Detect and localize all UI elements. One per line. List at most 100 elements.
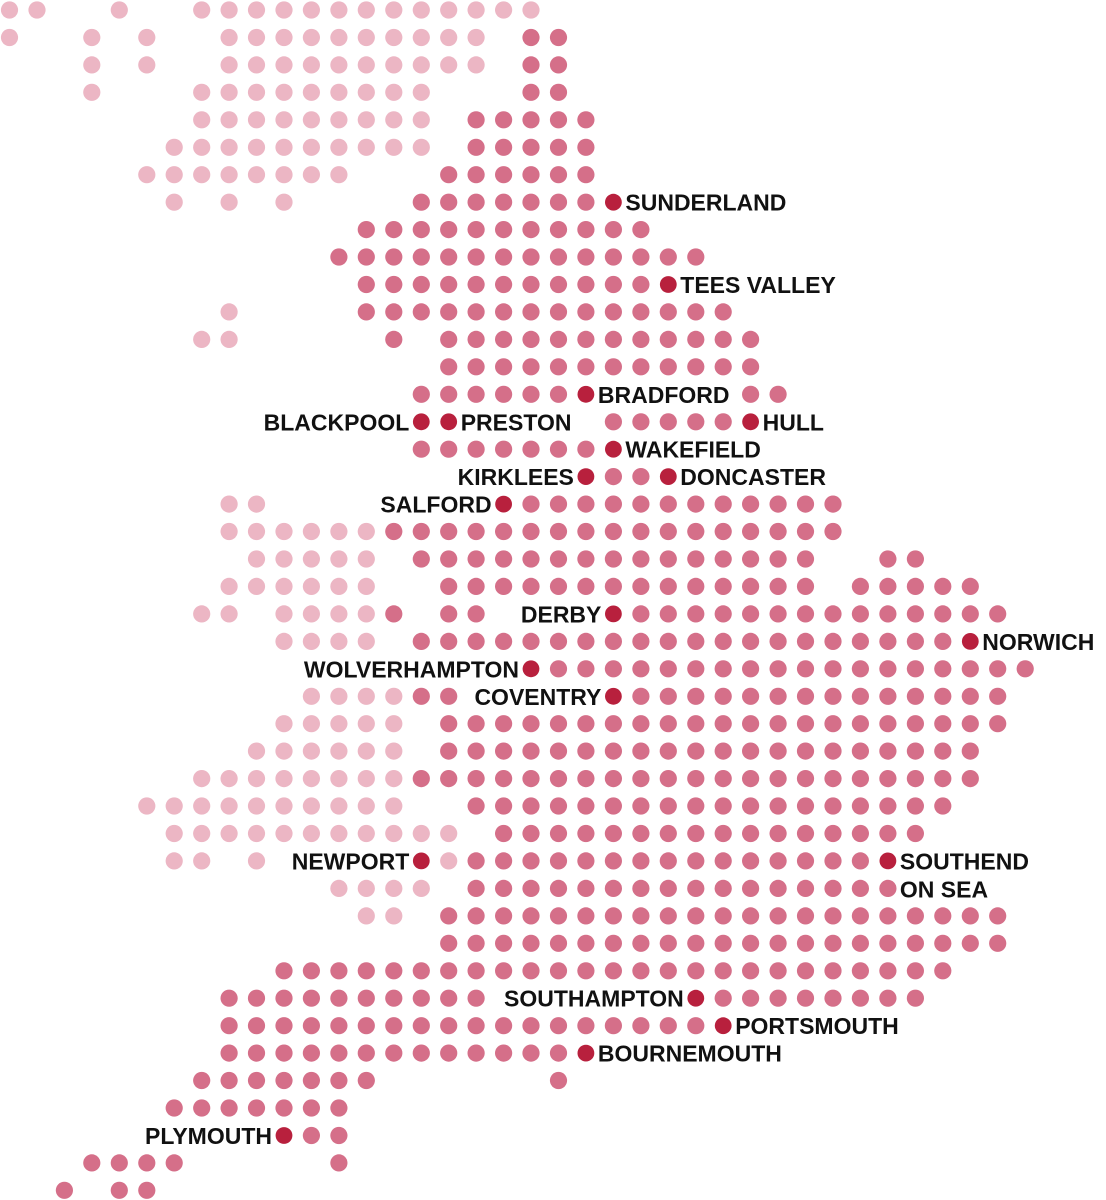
region-dot	[604, 934, 623, 952]
region-dot	[687, 577, 705, 596]
region-dot	[659, 879, 677, 898]
region-dot	[275, 989, 293, 1007]
region-dot	[467, 303, 485, 321]
region-dot	[659, 413, 677, 431]
light-dot	[467, 56, 485, 74]
region-dot	[357, 1071, 375, 1090]
region-dot	[879, 907, 897, 925]
light-dot	[467, 28, 485, 47]
region-dot	[495, 742, 513, 760]
light-dot	[275, 605, 293, 623]
region-dot	[440, 275, 458, 294]
region-dot	[769, 934, 787, 952]
region-dot	[577, 907, 595, 925]
city-dot	[605, 687, 622, 705]
light-dot	[302, 111, 320, 129]
region-dot	[440, 577, 458, 596]
region-dot	[851, 605, 870, 623]
region-dot	[632, 275, 650, 294]
region-dot	[357, 962, 375, 980]
light-dot	[385, 907, 403, 925]
region-dot	[522, 770, 540, 788]
region-dot	[549, 797, 568, 815]
region-dot	[522, 742, 540, 760]
region-dot	[659, 550, 677, 568]
region-dot	[906, 632, 925, 651]
region-dot	[495, 522, 513, 541]
city-label-line: SALFORD	[380, 492, 491, 518]
light-dot	[357, 742, 375, 760]
light-dot	[0, 1, 19, 19]
region-dot	[906, 742, 925, 760]
light-dot	[220, 1, 238, 19]
region-dot	[604, 962, 623, 980]
city-label-line: NORWICH	[982, 629, 1094, 655]
region-dot	[659, 852, 677, 870]
light-dot	[412, 879, 430, 898]
light-dot	[330, 742, 348, 760]
region-dot	[330, 989, 348, 1007]
region-dot	[549, 770, 568, 788]
city-dot	[659, 468, 677, 485]
region-dot	[934, 687, 952, 705]
light-dot	[110, 1, 128, 19]
region-dot	[412, 221, 430, 239]
region-dot	[577, 330, 595, 348]
light-dot	[412, 824, 430, 843]
region-dot	[604, 797, 623, 815]
region-dot	[659, 907, 677, 925]
light-dot	[302, 715, 320, 733]
region-dot	[796, 934, 815, 952]
light-dot	[385, 824, 403, 843]
region-dot	[742, 605, 760, 623]
region-dot	[796, 605, 815, 623]
region-dot	[769, 742, 787, 760]
region-dot	[742, 907, 760, 925]
region-dot	[989, 687, 1007, 705]
region-dot	[495, 907, 513, 925]
light-dot	[302, 605, 320, 623]
region-dot	[769, 715, 787, 733]
region-dot	[824, 522, 842, 541]
region-dot	[934, 605, 952, 623]
region-dot	[824, 687, 842, 705]
light-dot	[193, 824, 211, 843]
light-dot	[302, 1, 320, 19]
region-dot	[577, 495, 595, 513]
region-dot	[577, 852, 595, 870]
light-dot	[220, 166, 238, 184]
region-dot	[604, 660, 623, 678]
light-dot	[275, 742, 293, 760]
region-dot	[467, 770, 485, 788]
light-dot	[330, 111, 348, 129]
city-label: BRADFORD	[598, 382, 730, 408]
region-dot	[522, 824, 540, 843]
light-dot	[220, 28, 238, 47]
region-dot	[879, 715, 897, 733]
light-dot	[302, 797, 320, 815]
region-dot	[824, 632, 842, 651]
light-dot	[440, 1, 458, 19]
light-dot	[357, 550, 375, 568]
light-dot	[247, 111, 266, 129]
region-dot	[632, 660, 650, 678]
region-dot	[769, 660, 787, 678]
region-dot	[632, 852, 650, 870]
region-dot	[193, 1071, 211, 1090]
region-dot	[714, 358, 732, 376]
region-dot	[796, 715, 815, 733]
region-dot	[495, 303, 513, 321]
region-dot	[138, 1154, 156, 1172]
light-dot	[330, 770, 348, 788]
region-dot	[687, 852, 705, 870]
light-dot	[385, 56, 403, 74]
region-dot	[247, 1071, 266, 1090]
region-dot	[495, 879, 513, 898]
light-dot	[247, 770, 266, 788]
region-dot	[275, 1071, 293, 1090]
region-dot	[549, 522, 568, 541]
light-dot	[220, 303, 238, 321]
region-dot	[687, 1017, 705, 1035]
region-dot	[495, 577, 513, 596]
light-dot	[220, 577, 238, 596]
